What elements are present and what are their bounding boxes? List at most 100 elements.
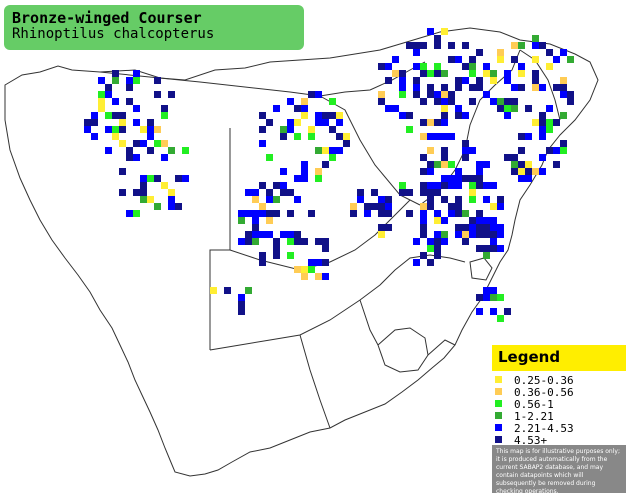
occurrence-cell [147,133,154,140]
occurrence-cell [483,294,490,301]
occurrence-cell [497,294,504,301]
occurrence-cell [350,210,357,217]
occurrence-cell [266,210,273,217]
occurrence-cell [504,77,511,84]
occurrence-cell [378,91,385,98]
occurrence-cell [413,259,420,266]
legend-swatch [495,388,502,395]
border-botswana-sa [229,199,411,271]
occurrence-cell [98,98,105,105]
occurrence-cell [560,77,567,84]
occurrence-cell [301,168,308,175]
occurrence-cell [553,119,560,126]
occurrence-cell [455,231,462,238]
occurrence-cell [427,168,434,175]
occurrence-cells [84,28,574,322]
occurrence-cell [476,294,483,301]
occurrence-cell [532,42,539,49]
occurrence-cell [364,210,371,217]
occurrence-cell [147,147,154,154]
occurrence-cell [329,112,336,119]
occurrence-cell [378,210,385,217]
occurrence-cell [273,210,280,217]
occurrence-cell [490,231,497,238]
occurrence-cell [301,273,308,280]
occurrence-cell [427,245,434,252]
occurrence-cell [420,119,427,126]
occurrence-cell [140,140,147,147]
occurrence-cell [161,182,168,189]
occurrence-cell [546,63,553,70]
occurrence-cell [441,28,448,35]
occurrence-cell [329,98,336,105]
occurrence-cell [112,112,119,119]
occurrence-cell [301,105,308,112]
occurrence-cell [511,98,518,105]
occurrence-cell [252,217,259,224]
occurrence-cell [315,112,322,119]
occurrence-cell [455,56,462,63]
occurrence-cell [469,224,476,231]
occurrence-cell [378,203,385,210]
legend-label: 0.36-0.56 [514,386,574,399]
occurrence-cell [385,203,392,210]
occurrence-cell [140,189,147,196]
occurrence-cell [266,154,273,161]
occurrence-cell [406,210,413,217]
occurrence-cell [287,231,294,238]
occurrence-cell [455,77,462,84]
occurrence-cell [98,105,105,112]
legend-label: 4.53+ [514,434,548,447]
occurrence-cell [539,42,546,49]
occurrence-cell [490,308,497,315]
occurrence-cell [448,98,455,105]
occurrence-cell [252,210,259,217]
occurrence-cell [553,161,560,168]
occurrence-cell [483,196,490,203]
occurrence-cell [161,112,168,119]
occurrence-cell [427,147,434,154]
occurrence-cell [483,245,490,252]
occurrence-cell [553,147,560,154]
occurrence-cell [294,196,301,203]
occurrence-cell [147,126,154,133]
occurrence-cell [420,217,427,224]
occurrence-cell [469,231,476,238]
occurrence-cell [448,91,455,98]
occurrence-cell [448,182,455,189]
occurrence-cell [427,203,434,210]
occurrence-cell [539,168,546,175]
occurrence-cell [483,287,490,294]
occurrence-cell [511,161,518,168]
occurrence-cell [420,182,427,189]
occurrence-cell [476,84,483,91]
occurrence-cell [448,175,455,182]
occurrence-cell [301,98,308,105]
occurrence-cell [399,112,406,119]
occurrence-cell [238,301,245,308]
occurrence-cell [504,105,511,112]
legend-disclaimer-text: This map is for illustrative purposes on… [496,448,620,495]
occurrence-cell [245,287,252,294]
occurrence-cell [518,147,525,154]
occurrence-cell [518,63,525,70]
occurrence-cell [301,266,308,273]
species-common-name: Bronze-winged Courser [12,9,202,27]
occurrence-cell [147,119,154,126]
occurrence-cell [448,133,455,140]
occurrence-cell [455,182,462,189]
occurrence-cell [560,49,567,56]
occurrence-cell [252,238,259,245]
border-sa-north [209,254,466,351]
occurrence-cell [238,217,245,224]
occurrence-cell [154,140,161,147]
occurrence-cell [105,147,112,154]
occurrence-cell [329,126,336,133]
occurrence-cell [287,126,294,133]
occurrence-cell [322,119,329,126]
occurrence-cell [329,154,336,161]
occurrence-cell [259,259,266,266]
legend-disclaimer: This map is for illustrative purposes on… [492,445,626,495]
occurrence-cell [133,119,140,126]
occurrence-cell [168,203,175,210]
